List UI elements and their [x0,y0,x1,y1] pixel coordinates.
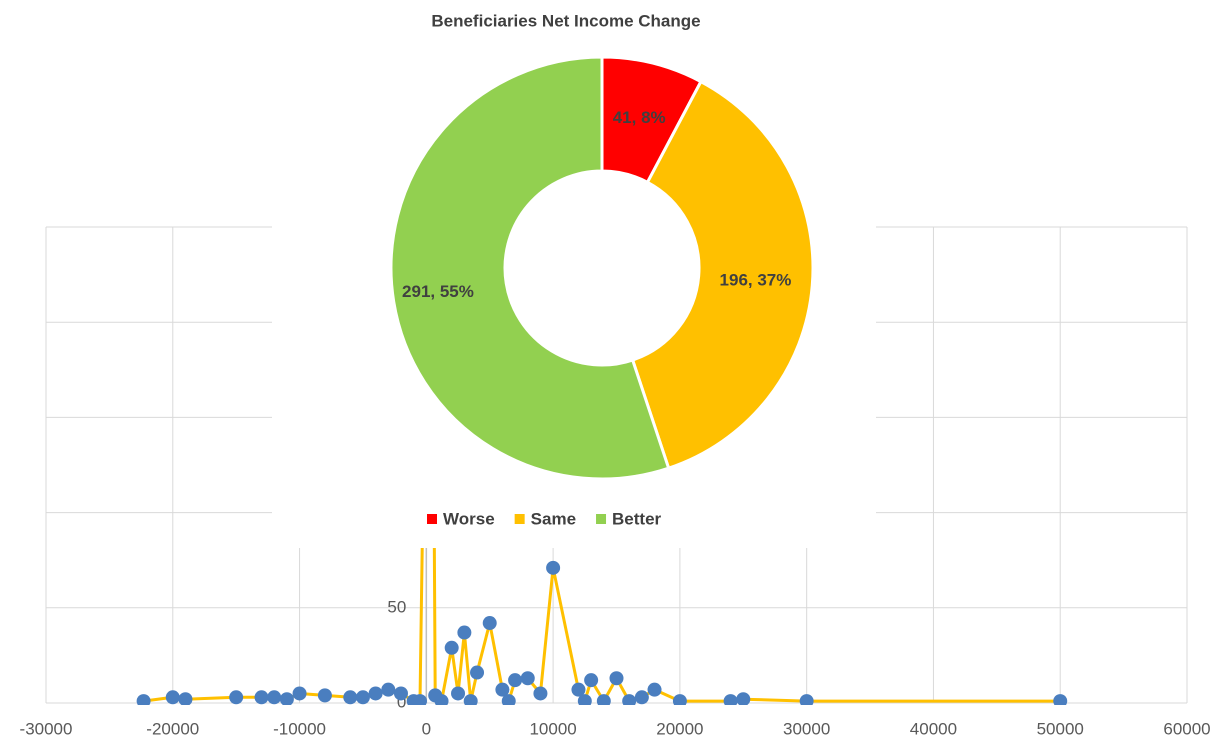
point [736,692,751,705]
point [577,694,592,705]
legend-label: Worse [443,509,495,528]
donut-slice [630,79,815,471]
x-tick-label: 0 [422,719,431,738]
point [451,686,466,701]
point [178,692,193,705]
point [508,673,523,688]
legend-swatch [427,514,437,524]
point [343,690,358,705]
point [470,665,485,680]
point [622,694,637,705]
legend-label: Better [612,509,662,528]
point [254,690,269,705]
point [457,625,472,640]
point [279,692,294,705]
legend-label: Same [531,509,576,528]
point [546,560,561,575]
x-tick-label: -30000 [20,719,73,738]
point [584,673,599,688]
point [723,694,738,705]
x-tick-label: -20000 [146,719,199,738]
point [501,694,516,705]
donut-slice [389,55,671,481]
point [634,690,649,705]
point [434,694,449,705]
x-tick-label: 20000 [656,719,703,738]
data-label: 196, 37% [720,270,792,289]
x-tick-label: 30000 [783,719,830,738]
point [596,694,611,705]
point [495,682,510,697]
x-tick-label: 10000 [529,719,576,738]
x-tick-label: -10000 [273,719,326,738]
point [799,694,814,705]
point [355,690,370,705]
point [381,682,396,697]
donut-chart: Beneficiaries Net Income Change 41, 8% 196… [389,11,815,528]
point [672,694,687,705]
point [520,671,535,686]
point [482,616,497,631]
point [267,690,282,705]
point [647,682,662,697]
point [165,690,180,705]
x-tick-label: 60000 [1163,719,1210,738]
point [412,694,427,705]
point [292,686,307,701]
point [571,682,586,697]
x-tick-label: 50000 [1037,719,1084,738]
x-tick-label: 40000 [910,719,957,738]
data-label: 41, 8% [613,108,666,127]
point [368,686,383,701]
data-label: 291, 55% [402,282,474,301]
point [317,688,332,703]
legend-swatch [596,514,607,524]
point [444,640,459,655]
point [533,686,548,701]
y-tick-label: 50 [387,597,406,616]
point [609,671,624,686]
chart-title: Beneficiaries Net Income Change [431,11,700,30]
point [1053,694,1068,705]
point [463,694,478,705]
point [136,694,151,705]
y-tick-label: 0 [397,692,406,711]
point [229,690,244,705]
legend-swatch [514,514,525,524]
point [393,686,408,701]
